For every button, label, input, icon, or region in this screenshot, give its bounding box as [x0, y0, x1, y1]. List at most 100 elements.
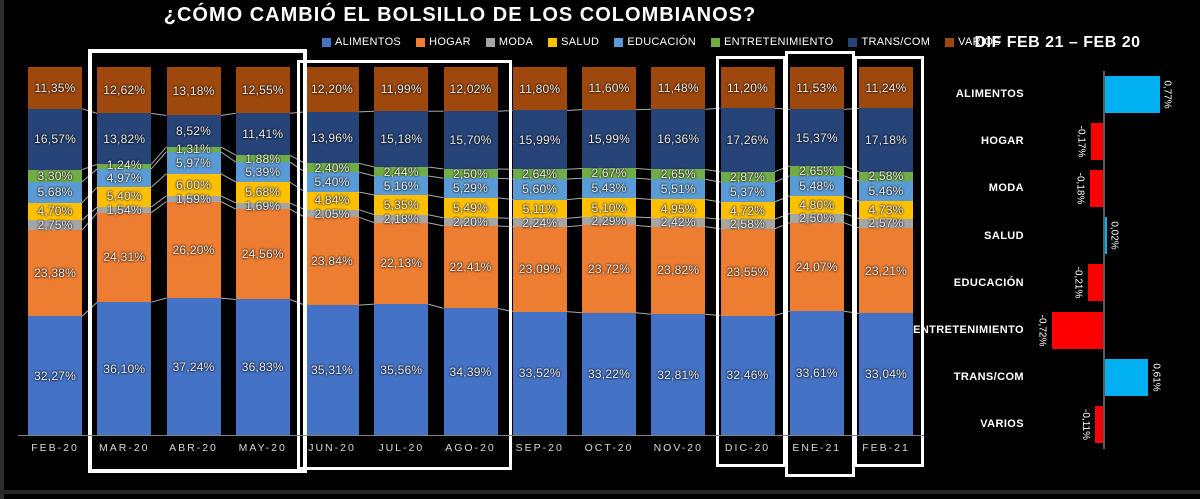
x-axis-label: SEP-20: [515, 442, 564, 454]
legend-label: EDUCACIÓN: [627, 36, 697, 48]
bar-segment-alimentos: [28, 316, 82, 435]
legend-color-swatch: [945, 37, 955, 47]
legend-item-trans-com: TRANS/COM: [848, 36, 930, 48]
segment-value-label: 2,44%: [383, 164, 419, 179]
segment-value-label: 24,31%: [103, 250, 146, 265]
segment-value-label: 23,09%: [518, 262, 561, 277]
bar-segment-entretenimiento: [720, 171, 775, 183]
legend-item-moda: MODA: [485, 36, 534, 48]
bar-segment-educaci-n: [166, 151, 221, 174]
x-axis-label: OCT-20: [584, 442, 634, 454]
segment-value-label: 5,11%: [522, 202, 557, 216]
x-axis-label: NOV-20: [653, 442, 703, 454]
x-axis-label: FEB-20: [31, 442, 79, 454]
highlight-box-mar-20-may-20: [88, 49, 307, 473]
segment-value-label: 5,68%: [245, 185, 281, 200]
segment-value-label: 2,87%: [729, 170, 766, 184]
diff-bar-educaci-n: [1088, 264, 1103, 302]
segment-value-label: 2,65%: [799, 163, 835, 178]
diff-category-label: ALIMENTOS: [955, 88, 1024, 100]
segment-value-label: 5,68%: [37, 185, 73, 200]
segment-value-label: 4,84%: [314, 193, 350, 208]
bar-segment-moda: [512, 218, 567, 227]
segment-value-label: 11,35%: [34, 80, 76, 95]
legend-color-swatch: [848, 37, 858, 47]
segment-value-label: 2,58%: [729, 217, 766, 232]
x-axis-label: ENE-21: [792, 442, 842, 454]
bar-segment-entretenimiento: [582, 168, 636, 179]
segment-value-label: 35,56%: [380, 362, 423, 377]
segment-value-label: 4,97%: [106, 171, 142, 185]
diff-category-label: MODA: [988, 182, 1024, 195]
bar-segment-varios: [859, 66, 913, 109]
segment-value-label: 12,55%: [241, 83, 284, 98]
legend-label: MODA: [498, 36, 534, 48]
legend-color-swatch: [614, 37, 624, 47]
bar-segment-hogar: [166, 201, 221, 298]
bar-segment-alimentos: [789, 311, 844, 435]
segment-value-label: 1,69%: [245, 199, 281, 213]
bar-segment-educaci-n: [97, 168, 152, 188]
segment-value-label: 12,02%: [449, 82, 492, 97]
bar-segment-salud: [166, 173, 221, 196]
segment-value-label: 5,40%: [106, 189, 142, 204]
bar-segment-varios: [374, 67, 429, 112]
segment-value-label: 8,52%: [175, 124, 212, 139]
diff-category-label: VARIOS: [980, 418, 1024, 431]
bar-segment-moda: [651, 217, 706, 227]
diff-category-label: EDUCACIÓN: [953, 276, 1024, 289]
legend-label: ALIMENTOS: [335, 36, 402, 48]
bar-segment-trans-com: [859, 108, 913, 172]
bar-segment-educaci-n: [582, 178, 636, 199]
diff-bar-entretenimiento: [1051, 311, 1103, 349]
bar-segment-hogar: [789, 222, 844, 312]
segment-value-label: 15,99%: [588, 132, 630, 146]
segment-value-label: 5,37%: [729, 185, 766, 200]
bar-segment-varios: [305, 67, 359, 112]
bar-segment-salud: [512, 199, 567, 219]
segment-value-label: 17,18%: [865, 132, 907, 147]
segment-value-label: 11,48%: [657, 81, 699, 96]
bar-segment-entretenimiento: [651, 169, 706, 180]
segment-value-label: 17,26%: [726, 132, 769, 147]
segment-value-label: 11,41%: [242, 127, 284, 142]
bar-segment-salud: [28, 202, 82, 221]
bar-segment-varios: [235, 67, 290, 114]
bar-segment-moda: [374, 214, 429, 223]
segment-value-label: 36,83%: [241, 360, 284, 375]
bar-segment-trans-com: [720, 108, 775, 172]
segment-value-label: 5,60%: [522, 182, 558, 197]
x-axis-label: ABR-20: [169, 442, 218, 454]
diff-value-label: -0,72%: [1036, 314, 1048, 346]
segment-value-label: 15,99%: [518, 132, 561, 147]
bar-segment-trans-com: [235, 113, 290, 156]
segment-value-label: 5,35%: [383, 197, 419, 212]
bar-segment-alimentos: [512, 311, 567, 435]
bar-segment-varios: [720, 66, 775, 109]
segment-value-label: 1,59%: [175, 191, 212, 206]
legend-item-alimentos: ALIMENTOS: [322, 36, 401, 48]
x-axis-label: JUN-20: [308, 442, 356, 454]
segment-value-label: 13,18%: [172, 84, 215, 99]
segment-value-label: 2,65%: [660, 167, 696, 182]
bar-segment-alimentos: [235, 299, 290, 435]
bar-segment-hogar: [512, 226, 567, 312]
segment-value-label: 33,61%: [795, 366, 838, 381]
segment-value-label: 5,16%: [383, 178, 419, 193]
highlight-box-dic-20: [715, 56, 786, 467]
segment-value-label: 2,50%: [452, 166, 489, 181]
segment-value-label: 1,54%: [106, 202, 142, 217]
legend-label: VARIOS: [958, 36, 1001, 48]
bar-segment-educaci-n: [305, 172, 359, 192]
segment-value-label: 11,99%: [380, 82, 422, 97]
bar-segment-salud: [97, 187, 152, 207]
bar-segment-moda: [720, 219, 775, 229]
bar-segment-varios: [28, 67, 82, 109]
segment-value-label: 12,62%: [103, 83, 146, 98]
bar-segment-salud: [859, 201, 913, 219]
bar-segment-trans-com: [512, 110, 567, 170]
bar-segment-alimentos: [859, 313, 913, 435]
bar-segment-moda: [28, 220, 82, 231]
diff-value-label: 0,77%: [1162, 79, 1174, 109]
segment-value-label: 32,46%: [726, 368, 769, 383]
